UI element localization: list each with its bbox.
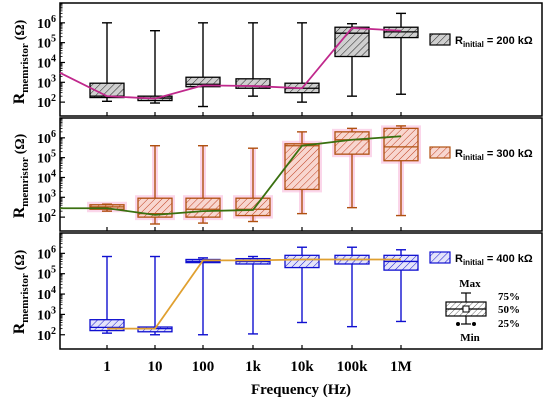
y-axis-label-middle: Rmemristor (Ω) xyxy=(11,133,31,218)
y-tick-label: 105 xyxy=(37,149,56,167)
legend-swatch xyxy=(429,146,451,159)
key-50-label: 50% xyxy=(498,304,520,316)
box-10k xyxy=(284,246,320,324)
x-tick-label: 10 xyxy=(148,359,163,375)
y-tick-label: 102 xyxy=(37,208,56,226)
box-1 xyxy=(89,203,125,212)
x-tick-label: 1M xyxy=(390,359,412,375)
plot-frame xyxy=(59,117,543,232)
x-tick-label: 100 xyxy=(192,359,215,375)
plot-frame xyxy=(59,232,543,350)
y-axis-label-top: Rmemristor (Ω) xyxy=(11,19,31,104)
box-100k xyxy=(334,23,370,97)
y-tick-label: 102 xyxy=(37,326,56,344)
y-tick-label: 103 xyxy=(37,305,56,323)
box-iqr xyxy=(383,254,419,271)
box-1k xyxy=(235,255,271,335)
y-label-unit: (Ω) xyxy=(13,249,28,270)
y-label-main: R xyxy=(11,322,28,334)
box-iqr xyxy=(383,127,419,162)
box-1M xyxy=(383,125,419,217)
box-iqr xyxy=(89,319,125,332)
y-label-main: R xyxy=(11,206,28,218)
y-tick-label: 104 xyxy=(37,53,56,71)
x-tick-label: 1k xyxy=(245,359,262,375)
box-iqr xyxy=(235,78,271,89)
y-tick-label: 104 xyxy=(37,168,56,186)
box-100 xyxy=(185,257,221,336)
trend-line xyxy=(60,135,402,216)
y-label-unit: (Ω) xyxy=(13,19,28,40)
y-tick-label: 106 xyxy=(37,129,56,147)
box-10 xyxy=(137,145,173,225)
key-outlier-marker xyxy=(472,322,476,326)
y-tick-label: 105 xyxy=(37,34,56,52)
x-tick-label: 1 xyxy=(103,359,111,375)
y-label-sub: memristor xyxy=(19,157,31,207)
svg-text:Rmemristor(Ω): Rmemristor (Ω) xyxy=(11,19,31,104)
y-tick-label: 103 xyxy=(37,188,56,206)
legend-label: Rinitial = 300 kΩ xyxy=(455,148,533,162)
legend-swatch xyxy=(429,33,451,46)
box-10k xyxy=(284,22,320,103)
key-outlier-marker xyxy=(456,322,460,326)
box-100 xyxy=(185,22,221,108)
box-iqr xyxy=(284,143,320,191)
box-1 xyxy=(89,255,125,334)
key-75-label: 75% xyxy=(498,291,520,303)
key-25-label: 25% xyxy=(498,318,520,330)
x-axis-title: Frequency (Hz) xyxy=(251,382,351,398)
box-iqr xyxy=(185,197,221,218)
box-iqr xyxy=(334,131,370,155)
y-tick-label: 106 xyxy=(37,244,56,262)
legend-bottom: Rinitial = 400 kΩ xyxy=(429,251,533,267)
y-axis-label-bottom: Rmemristor (Ω) xyxy=(11,249,31,334)
legend-label: Rinitial = 400 kΩ xyxy=(455,253,533,267)
box-iqr xyxy=(284,254,320,269)
x-tick-label: 10k xyxy=(290,359,314,375)
y-tick-label: 104 xyxy=(37,285,56,303)
y-tick-label: 102 xyxy=(37,93,56,111)
plot-frame xyxy=(59,2,543,117)
y-tick-label: 103 xyxy=(37,73,56,91)
box-1M xyxy=(383,249,419,323)
trend-line xyxy=(59,27,402,100)
y-tick-label: 106 xyxy=(37,14,56,32)
x-tick-label: 100k xyxy=(337,359,369,375)
box-10 xyxy=(137,255,173,336)
box-iqr xyxy=(185,76,221,88)
svg-text:Rmemristor(Ω): Rmemristor (Ω) xyxy=(11,249,31,334)
box-1M xyxy=(383,12,419,95)
y-tick-label: 105 xyxy=(37,265,56,283)
legend-swatch xyxy=(429,251,451,264)
panel-bottom: 102 103 104 105 106 Rinitial = 400 kΩ xyxy=(37,232,543,350)
key-mean-marker xyxy=(462,305,470,313)
legend-middle: Rinitial = 300 kΩ xyxy=(429,146,533,162)
key-max-label: Max xyxy=(459,278,481,290)
box-iqr xyxy=(137,197,173,218)
legend-label: Rinitial = 200 kΩ xyxy=(455,35,533,49)
box-key: Max Min 75% 50% 25% xyxy=(445,278,520,344)
svg-text:Rmemristor(Ω): Rmemristor (Ω) xyxy=(11,133,31,218)
y-label-sub: memristor xyxy=(19,43,31,93)
y-label-main: R xyxy=(11,92,28,104)
box-iqr xyxy=(235,197,271,217)
trend-line xyxy=(107,258,401,330)
key-min-label: Min xyxy=(460,332,480,344)
box-10 xyxy=(137,30,173,104)
box-iqr xyxy=(89,82,125,99)
legend-top: Rinitial = 200 kΩ xyxy=(429,33,533,49)
y-label-unit: (Ω) xyxy=(13,133,28,154)
y-label-sub: memristor xyxy=(19,273,31,323)
